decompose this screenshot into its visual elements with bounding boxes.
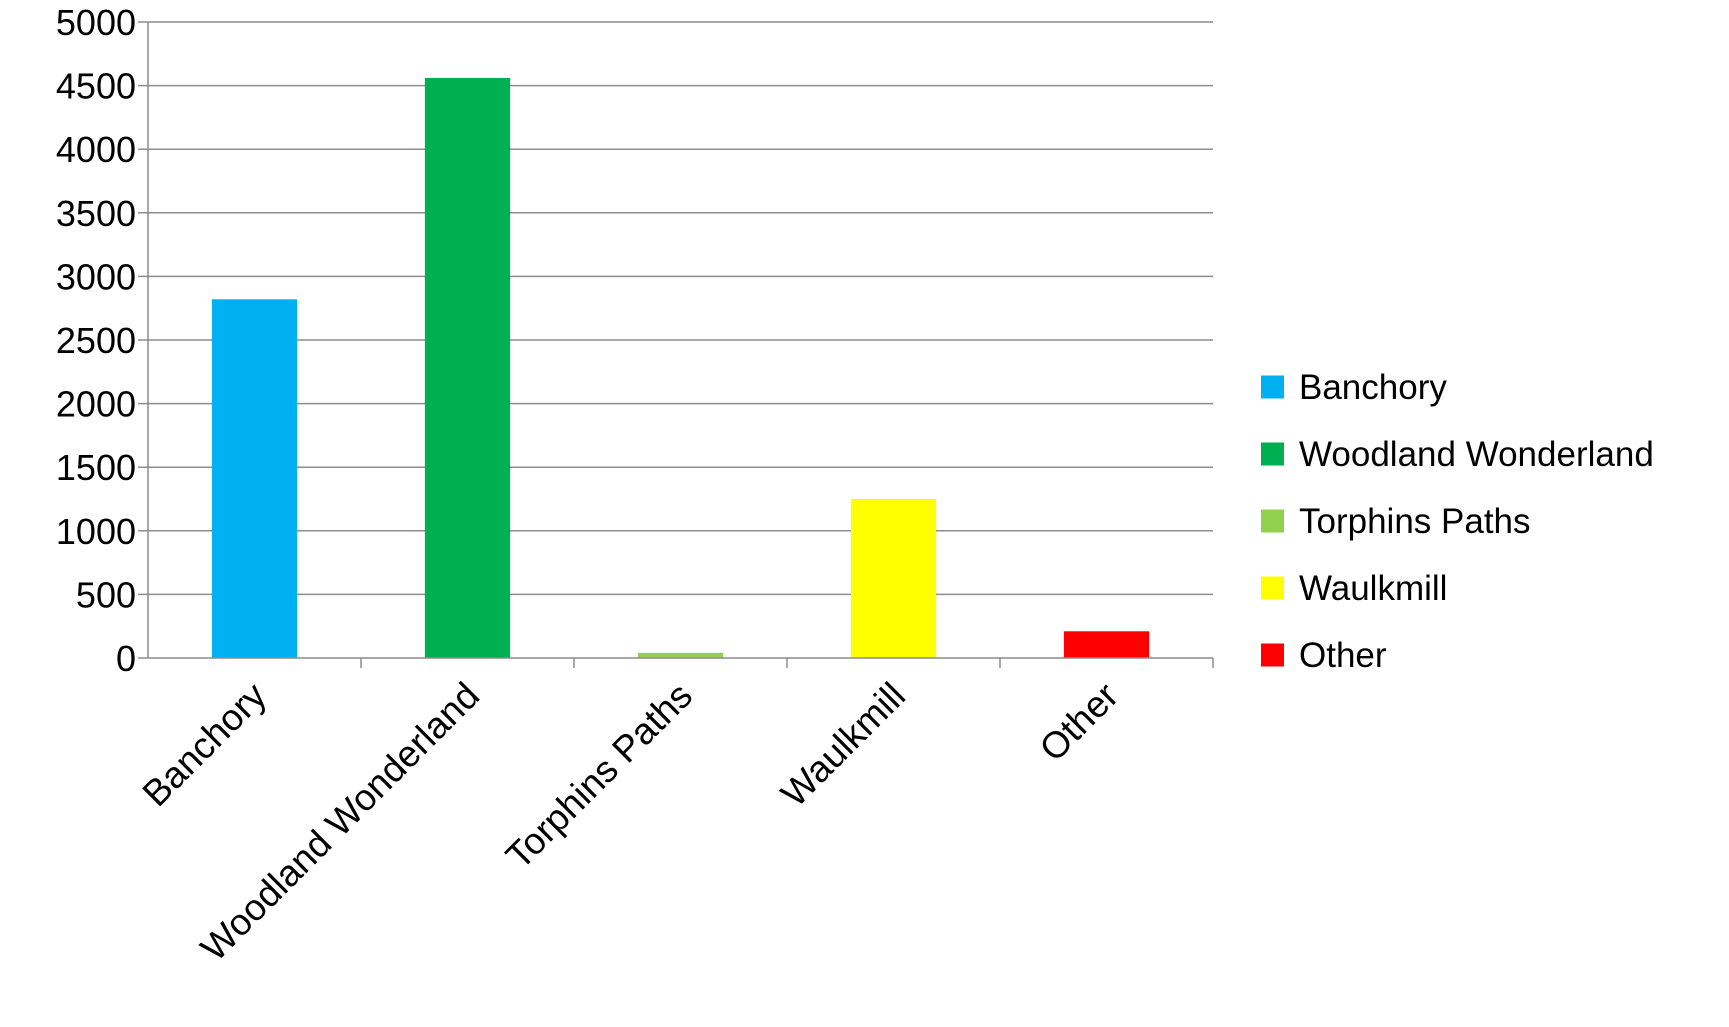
x-tick-label-other: Other xyxy=(1032,675,1126,769)
y-tick-label-3500: 3500 xyxy=(56,193,136,234)
legend-label-banchory: Banchory xyxy=(1299,368,1447,407)
y-tick-label-0: 0 xyxy=(116,638,136,679)
bar-torphins-paths xyxy=(637,652,724,658)
bars xyxy=(211,77,1150,658)
bar-other xyxy=(1063,631,1150,658)
y-tick-label-2000: 2000 xyxy=(56,384,136,425)
x-tick-label-torphins-paths: Torphins Paths xyxy=(498,675,700,877)
y-tick-label-5000: 5000 xyxy=(56,2,136,43)
y-tick-label-4000: 4000 xyxy=(56,129,136,170)
y-tick-label-1000: 1000 xyxy=(56,511,136,552)
axes xyxy=(138,21,1214,668)
y-tick-label-3000: 3000 xyxy=(56,256,136,297)
legend-swatch-torphins-paths xyxy=(1261,509,1284,533)
legend-swatch-other xyxy=(1261,643,1284,667)
legend-swatch-woodland-wonderland xyxy=(1261,442,1284,466)
legend: Banchory Woodland Wonderland Torphins Path… xyxy=(1261,368,1654,675)
y-tick-label-4500: 4500 xyxy=(56,66,136,107)
legend-swatch-banchory xyxy=(1261,375,1284,399)
x-tick-label-banchory: Banchory xyxy=(135,674,275,814)
legend-label-other: Other xyxy=(1299,636,1387,675)
legend-label-woodland-wonderland: Woodland Wonderland xyxy=(1299,435,1654,474)
x-tick-label-waulkmill: Waulkmill xyxy=(773,675,913,815)
bar-woodland-wonderland xyxy=(424,77,511,658)
legend-swatch-waulkmill xyxy=(1261,576,1284,600)
gridlines xyxy=(148,21,1213,596)
legend-label-waulkmill: Waulkmill xyxy=(1299,569,1447,608)
y-tick-labels: 0 500 1000 1500 2000 2500 3000 3500 4000 4500 5000 xyxy=(56,2,136,679)
y-tick-label-1500: 1500 xyxy=(56,447,136,488)
bar-banchory xyxy=(211,299,298,658)
y-tick-label-500: 500 xyxy=(76,574,136,615)
y-tick-label-2500: 2500 xyxy=(56,320,136,361)
legend-label-torphins-paths: Torphins Paths xyxy=(1299,502,1531,541)
bar-waulkmill xyxy=(850,499,937,658)
